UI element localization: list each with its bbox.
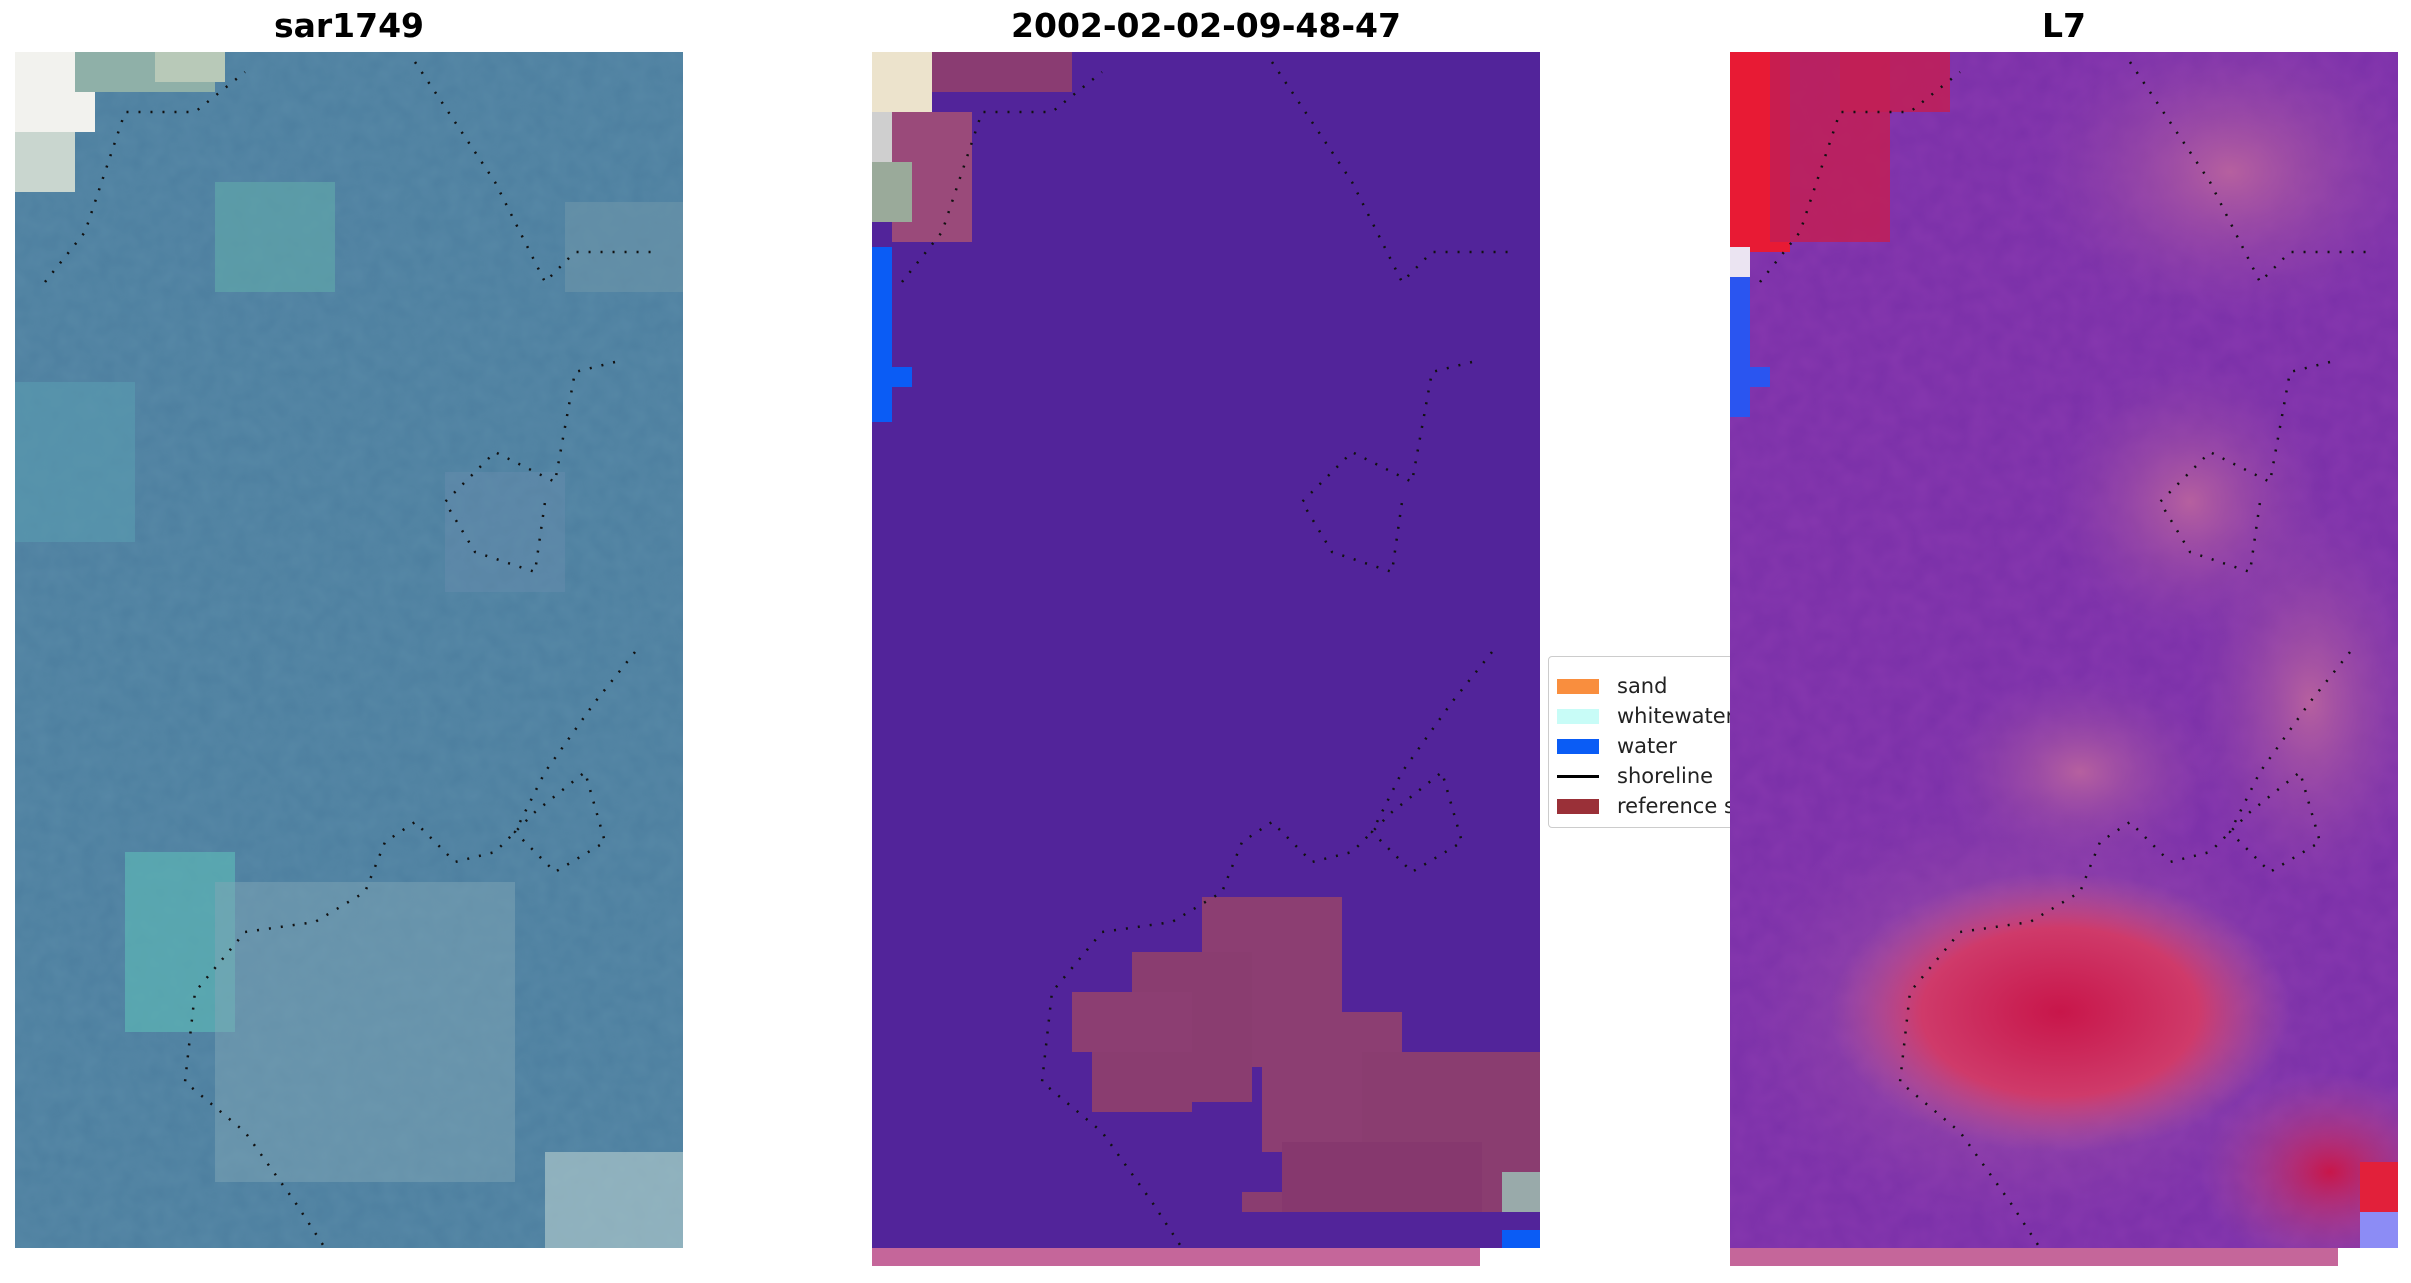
classified-image: [872, 52, 1540, 1248]
legend-entry-shoreline: shoreline: [1557, 761, 1737, 791]
legend: sand whitewater water shoreline referenc…: [1548, 656, 1738, 828]
legend-entry-whitewater: whitewater: [1557, 701, 1737, 731]
legend-swatch-reference-shoreline: [1557, 798, 1599, 814]
classified-bottom-strip: [872, 1248, 1480, 1266]
legend-entry-sand: sand: [1557, 671, 1737, 701]
panel-title-index: L7: [2042, 6, 2086, 45]
legend-swatch-whitewater: [1557, 708, 1599, 724]
panel-title-classified: 2002-02-02-09-48-47: [1011, 6, 1401, 45]
legend-swatch-sand: [1557, 678, 1599, 694]
index-image: [1730, 52, 2398, 1248]
index-bottom-strip: [1730, 1248, 2338, 1266]
legend-entry-reference-shoreline: reference shoreline: [1557, 791, 1737, 821]
panel-title-rgb: sar1749: [273, 6, 425, 45]
legend-line-shoreline: [1557, 774, 1599, 778]
rgb-satellite-image: [15, 52, 683, 1248]
legend-entry-water: water: [1557, 731, 1737, 761]
legend-swatch-water: [1557, 738, 1599, 754]
